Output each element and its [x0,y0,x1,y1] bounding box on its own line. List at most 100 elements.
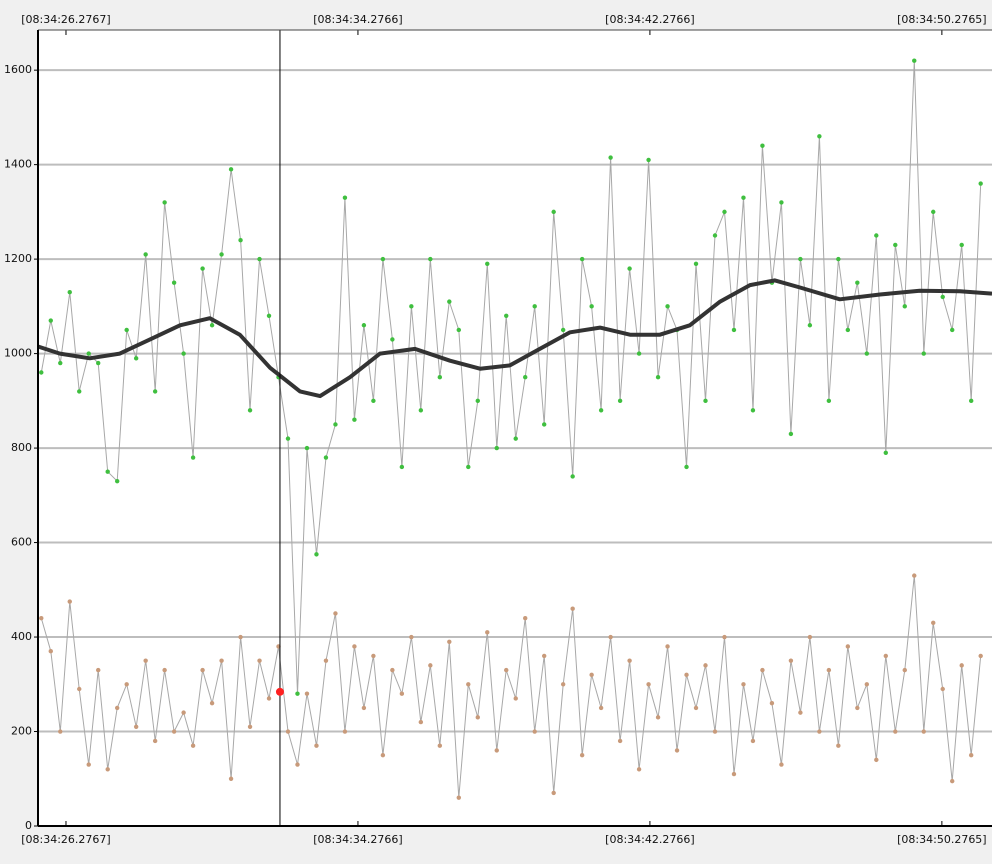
y-tick-label: 1400 [4,158,32,171]
point [342,729,348,734]
point [579,752,585,758]
point [589,672,594,678]
y-tick-label: 1200 [4,252,32,265]
point [940,686,945,692]
point [48,649,53,654]
point [807,323,813,328]
point [883,450,888,456]
point [342,195,348,200]
point [39,615,44,621]
y-tick-label: 400 [11,630,32,643]
point [466,464,471,470]
point [285,729,291,734]
y-tick-label: 200 [11,725,32,738]
point [323,658,329,663]
point [864,682,870,687]
y-tick-label: 0 [25,819,32,832]
point [96,360,101,366]
point [864,351,870,356]
point [437,743,443,748]
point [968,398,974,404]
point [798,256,803,262]
point [48,318,53,323]
point [190,455,196,460]
point [627,658,632,663]
point [494,748,499,753]
point [560,327,566,333]
point [902,667,907,673]
point [456,327,461,333]
point [105,767,110,772]
point [295,691,300,696]
point [769,700,775,706]
point [950,327,955,333]
point [560,682,566,687]
point [114,705,120,711]
point [504,313,509,319]
point [247,408,253,413]
point [845,327,851,333]
point [798,710,803,715]
point [171,729,177,734]
point [390,337,395,342]
point [883,653,888,659]
y-tick-label: 1600 [4,63,32,76]
point [712,729,718,734]
point [58,360,63,366]
point [181,351,186,356]
point [950,778,955,784]
point [817,134,822,139]
point [921,351,926,356]
point [238,634,243,640]
point [893,729,898,734]
point [162,667,167,673]
point [636,767,642,772]
point [209,700,215,706]
point [684,464,689,470]
point [855,280,860,285]
point [181,710,186,715]
point [978,653,983,659]
point [665,304,670,309]
point [399,464,405,470]
point [731,771,737,777]
point [257,256,262,262]
point [760,143,765,148]
point [741,682,746,687]
point [598,408,604,413]
point [589,304,594,309]
point [902,304,907,309]
point [352,644,357,649]
point [304,445,310,451]
point [380,752,386,758]
point [959,242,964,248]
point [399,691,405,696]
point [219,252,224,257]
point [152,738,158,744]
point [750,738,756,744]
point [418,408,424,413]
point [475,715,480,720]
point [750,408,756,413]
point [788,431,794,437]
point [466,682,471,687]
point [893,242,898,248]
point [295,762,300,767]
point [826,398,832,404]
point [959,663,964,668]
point [200,667,205,673]
point [361,705,367,711]
point [304,691,310,696]
point [361,323,367,328]
point [532,304,537,309]
point [314,743,319,748]
x-tick-label: [08:34:42.2766] [605,833,694,846]
cursor-point [275,687,284,696]
point [390,667,395,673]
trend-line [37,278,992,399]
point [200,266,205,271]
point [845,644,851,649]
point [617,398,623,404]
point [67,289,72,295]
